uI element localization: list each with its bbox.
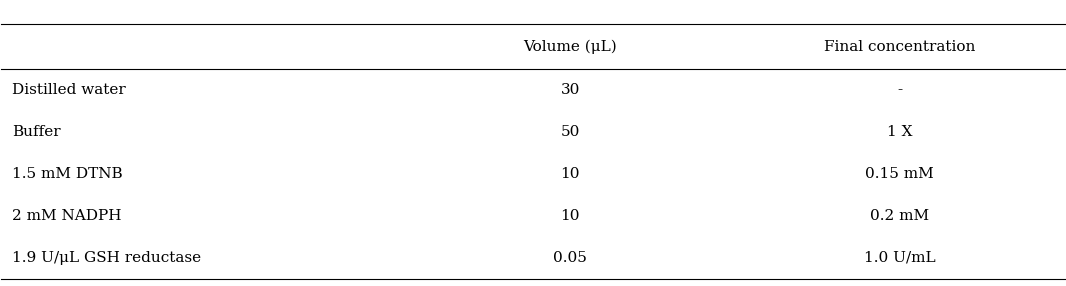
Text: 1 X: 1 X: [887, 125, 912, 139]
Text: 0.05: 0.05: [553, 251, 587, 265]
Text: 1.5 mM DTNB: 1.5 mM DTNB: [12, 167, 123, 181]
Text: Volume (μL): Volume (μL): [523, 39, 617, 54]
Text: 1.9 U/μL GSH reductase: 1.9 U/μL GSH reductase: [12, 251, 201, 265]
Text: 2 mM NADPH: 2 mM NADPH: [12, 209, 122, 223]
Text: 0.15 mM: 0.15 mM: [866, 167, 934, 181]
Text: 50: 50: [561, 125, 580, 139]
Text: 10: 10: [561, 167, 580, 181]
Text: 10: 10: [561, 209, 580, 223]
Text: -: -: [898, 83, 903, 97]
Text: Final concentration: Final concentration: [824, 40, 975, 54]
Text: Buffer: Buffer: [12, 125, 61, 139]
Text: 1.0 U/mL: 1.0 U/mL: [865, 251, 936, 265]
Text: 0.2 mM: 0.2 mM: [870, 209, 930, 223]
Text: 30: 30: [561, 83, 580, 97]
Text: Distilled water: Distilled water: [12, 83, 126, 97]
